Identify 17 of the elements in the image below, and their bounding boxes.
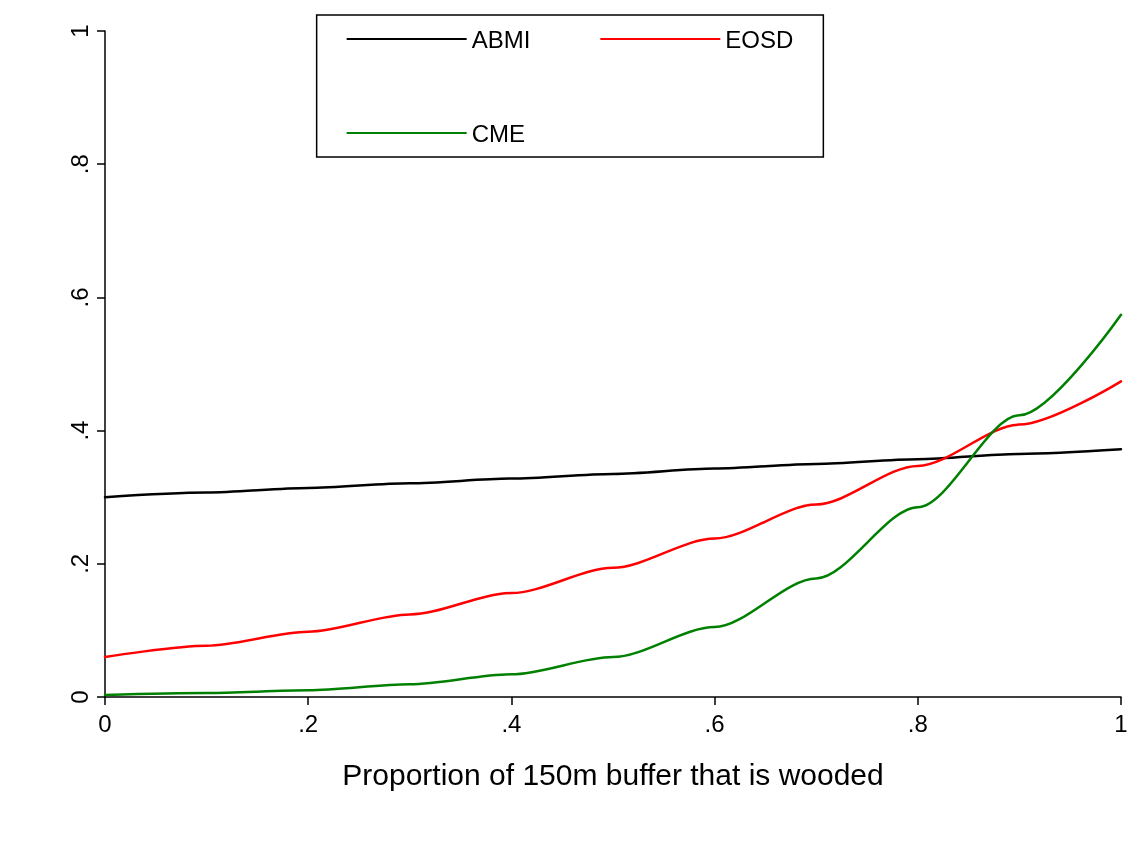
y-tick-label: 1 <box>65 24 93 38</box>
y-tick-label: .6 <box>65 287 93 308</box>
y-tick-label: .2 <box>65 553 93 574</box>
line-series <box>103 380 1123 659</box>
x-tick-label: 1 <box>1114 709 1128 737</box>
x-axis-title: Proportion of 150m buffer that is wooded <box>342 757 884 791</box>
legend-label: EOSD <box>725 25 794 53</box>
legend-label: ABMI <box>471 25 531 53</box>
y-tick-label: 0 <box>65 690 93 704</box>
y-tick-label: .4 <box>65 420 93 441</box>
x-tick-label: 0 <box>98 709 112 737</box>
y-tick-label: .8 <box>65 154 93 175</box>
x-tick-label: .2 <box>298 709 319 737</box>
x-tick-label: .4 <box>501 709 522 737</box>
legend-label: CME <box>471 119 525 147</box>
x-tick-label: .6 <box>704 709 725 737</box>
x-tick-label: .8 <box>907 709 928 737</box>
